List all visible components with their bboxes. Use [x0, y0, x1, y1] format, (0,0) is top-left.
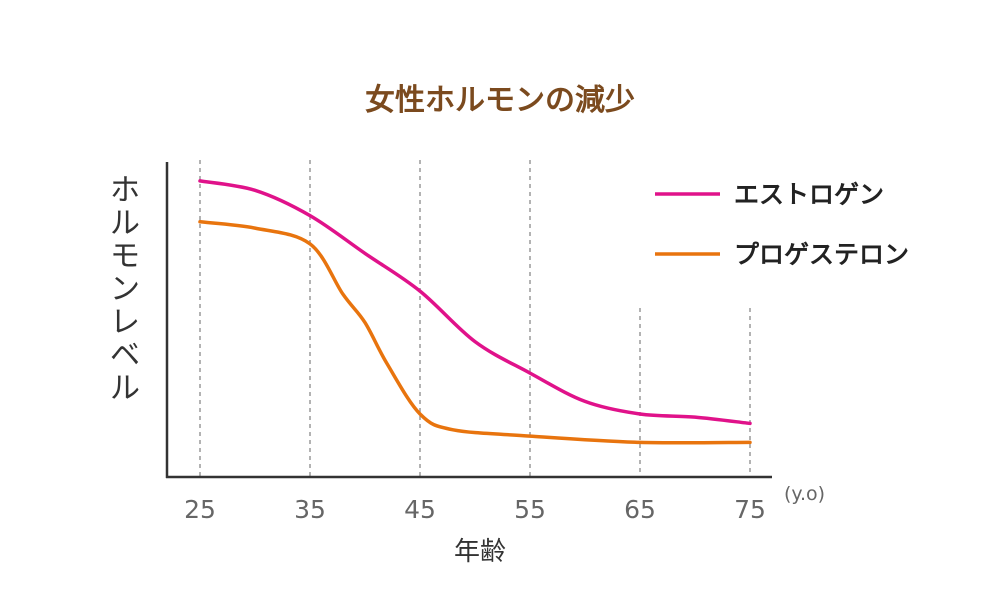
y-label-char: モ	[110, 239, 140, 274]
x-tick-label: 25	[184, 495, 216, 524]
y-label-char: レ	[110, 305, 140, 340]
y-label-char: ン	[110, 272, 140, 307]
x-tick-label: 75	[734, 495, 766, 524]
x-unit-label: (y.o)	[784, 483, 825, 505]
y-label-char: ル	[110, 206, 140, 241]
x-tick-label: 45	[404, 495, 436, 524]
x-axis-label: 年齢	[454, 537, 506, 567]
x-tick-label: 35	[294, 495, 326, 524]
y-label-char: ル	[110, 371, 140, 406]
gridlines	[199, 160, 751, 477]
series-lines	[198, 179, 752, 445]
x-tick-label: 65	[624, 495, 656, 524]
chart-title: 女性ホルモンの減少	[365, 83, 635, 118]
series-line-estrogen	[198, 179, 752, 426]
x-tick-labels: 25 35 45 55 65 75	[184, 495, 766, 524]
series-line-progesterone	[198, 220, 752, 445]
x-tick-label: 55	[514, 495, 546, 524]
legend-label-estrogen: エストロゲン	[734, 180, 884, 209]
legend-label-progesterone: プロゲステロン	[734, 240, 909, 269]
y-label-char: ベ	[110, 338, 140, 373]
y-label-char: ホ	[110, 173, 140, 208]
